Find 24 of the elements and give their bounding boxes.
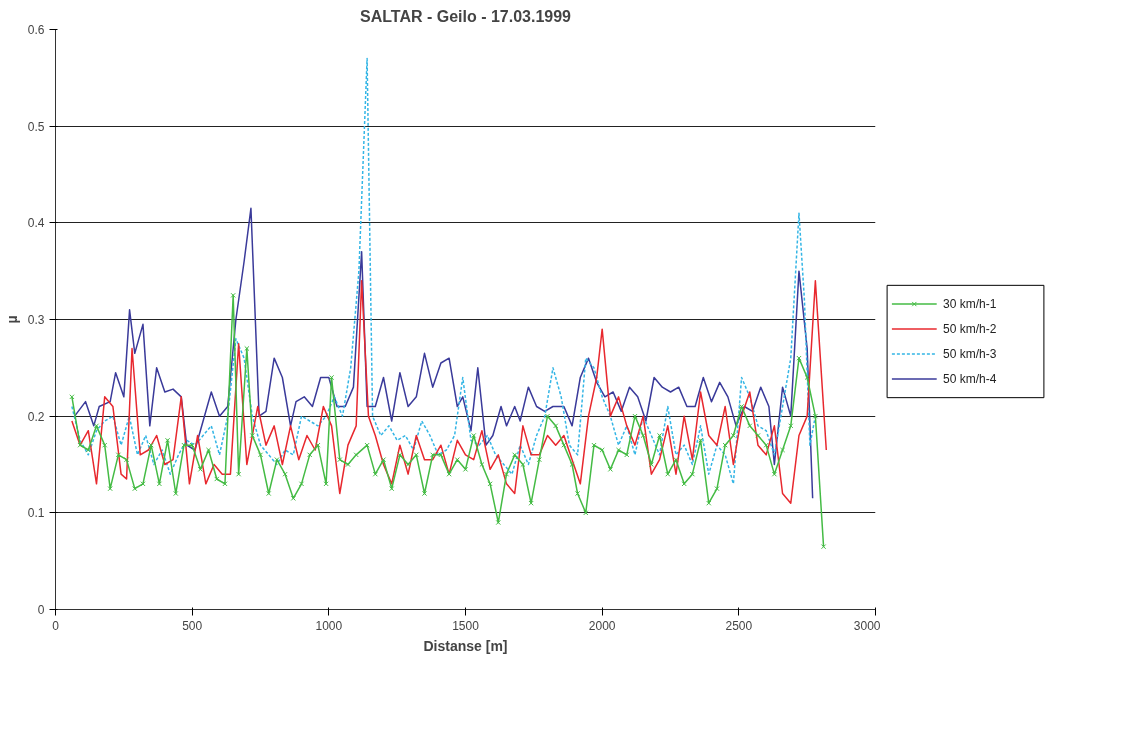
x-tick-label: 1500 xyxy=(452,618,480,633)
line-series xyxy=(73,207,814,500)
x-tick-label: 2500 xyxy=(725,618,753,633)
y-tick-label: 0.2 xyxy=(27,409,45,424)
y-tick-label: 0.6 xyxy=(27,23,45,37)
x-tick-label: 2000 xyxy=(588,618,616,633)
x-tick-label: 0 xyxy=(52,618,60,633)
legend-label: 50 km/h-4 xyxy=(943,371,997,386)
legend-label: 50 km/h-3 xyxy=(943,346,997,361)
y-tick-label: 0 xyxy=(37,603,45,617)
y-tick-label: 0.4 xyxy=(27,216,45,231)
x-tick-label: 500 xyxy=(182,618,203,633)
legend-label: 30 km/h-1 xyxy=(943,297,997,312)
line-series xyxy=(71,280,828,504)
y-tick-label: 0.1 xyxy=(27,506,45,521)
legend-label: 50 km/h-2 xyxy=(943,322,997,337)
y-tick-label: 0.3 xyxy=(27,313,45,327)
x-tick-label: 3000 xyxy=(853,618,881,633)
y-tick-label: 0.5 xyxy=(27,119,45,134)
y-axis-title: µ xyxy=(3,315,20,324)
x-tick-label: 1000 xyxy=(315,618,343,633)
x-axis-title: Distanse [m] xyxy=(423,637,508,654)
chart-title: SALTAR - Geilo - 17.03.1999 xyxy=(359,7,572,25)
line-series xyxy=(71,57,817,485)
